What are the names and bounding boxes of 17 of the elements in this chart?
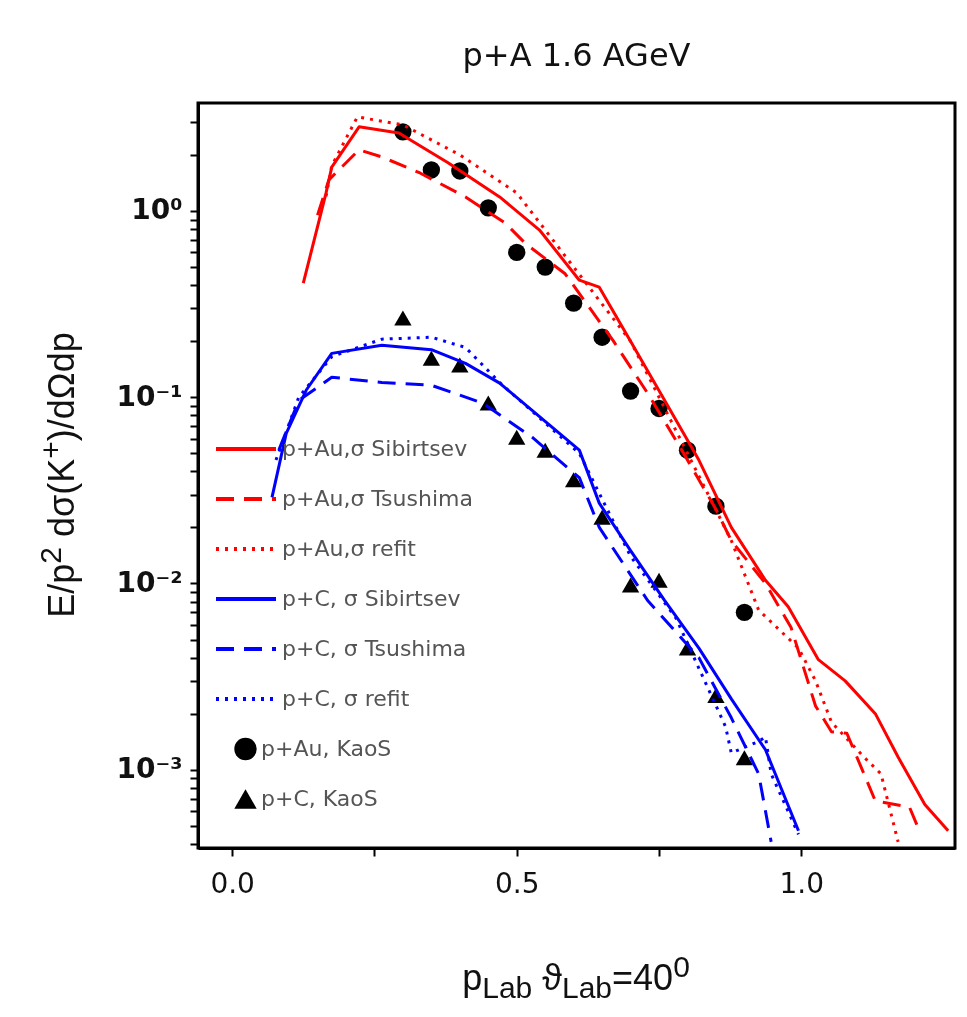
- legend-label: p+C, σ refit: [282, 686, 410, 711]
- legend-label: p+C, σ Sibirtsev: [282, 586, 461, 611]
- chart-title: p+A 1.6 AGeV: [462, 36, 691, 74]
- legend-label: p+Au, KaoS: [261, 736, 392, 761]
- y-tick-label: 10⁰: [131, 193, 183, 227]
- legend-label: p+Au,σ Sibirtsev: [282, 436, 468, 461]
- legend-label: p+C, KaoS: [261, 786, 378, 811]
- y-tick-label: 10⁻²: [116, 565, 183, 599]
- legend-label: p+C, σ Tsushima: [282, 636, 467, 661]
- y-tick-label: 10⁻¹: [116, 379, 183, 413]
- x-tick-label: 0.0: [210, 866, 255, 900]
- legend-label: p+Au,σ refit: [282, 536, 417, 561]
- y-tick-label: 10⁻³: [116, 752, 183, 786]
- x-axis-title: p$_{Lab}$ ϑ$_{Lab}$=40$^{0}$: [462, 950, 690, 1006]
- x-tick-label: 0.5: [494, 866, 540, 900]
- x-tick-label: 1.0: [779, 866, 825, 900]
- legend-label: p+Au,σ Tsushima: [282, 486, 473, 511]
